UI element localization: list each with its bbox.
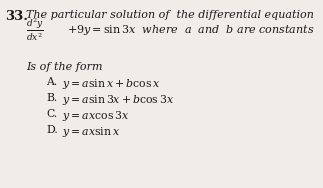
Text: C.: C. <box>46 109 57 119</box>
Text: $y = a\sin 3x + b\cos 3x$: $y = a\sin 3x + b\cos 3x$ <box>62 93 174 107</box>
Text: 33.: 33. <box>5 10 28 23</box>
Text: Is of the form: Is of the form <box>26 62 102 72</box>
Text: $y = ax\cos 3x$: $y = ax\cos 3x$ <box>62 109 129 123</box>
Text: $+ 9y = \sin 3x$  where  $a$  and  $b$ are constants: $+ 9y = \sin 3x$ where $a$ and $b$ are c… <box>67 23 314 37</box>
Text: $y = ax\sin x$: $y = ax\sin x$ <box>62 125 120 139</box>
Text: B.: B. <box>46 93 57 103</box>
Text: $\frac{d^2y}{dx^2}$: $\frac{d^2y}{dx^2}$ <box>26 17 44 43</box>
Text: $y = a\sin x + b\cos x$: $y = a\sin x + b\cos x$ <box>62 77 160 91</box>
Text: A.: A. <box>46 77 57 87</box>
Text: The particular solution of  the differential equation: The particular solution of the different… <box>26 10 314 20</box>
Text: D.: D. <box>46 125 58 135</box>
